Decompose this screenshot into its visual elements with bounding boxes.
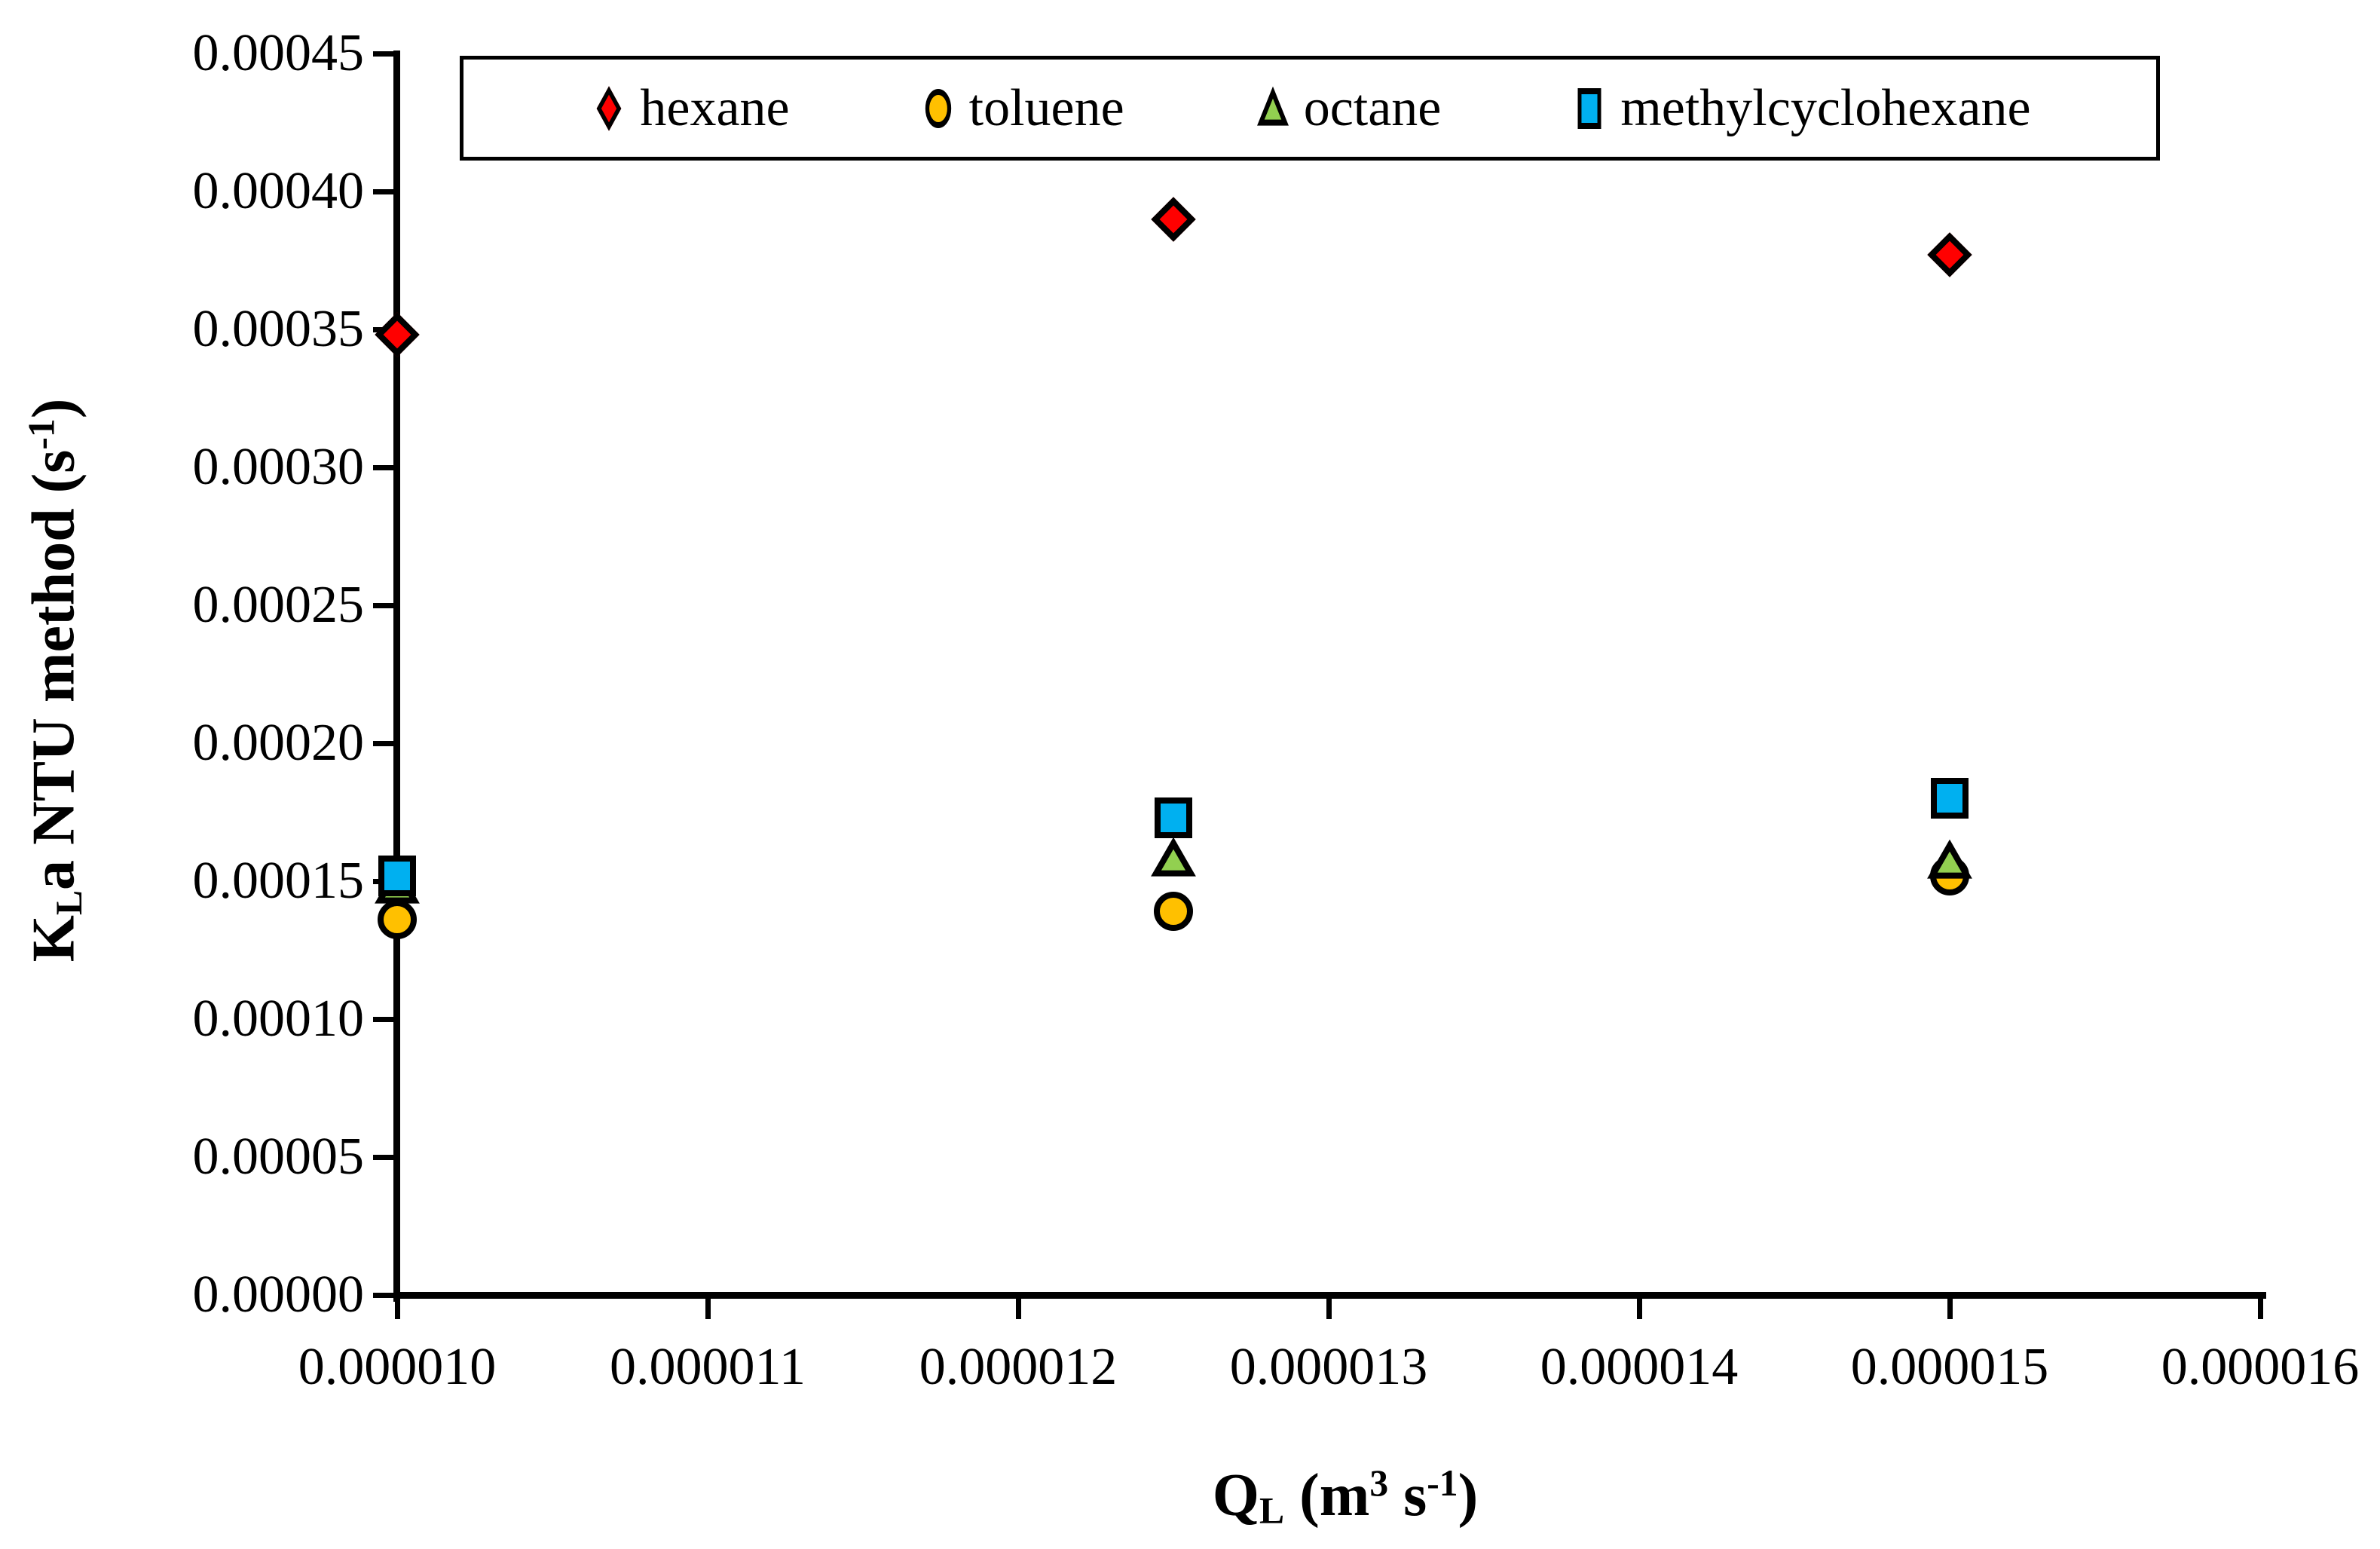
y-tick-mark bbox=[373, 741, 394, 746]
x-tick-mark bbox=[1326, 1299, 1332, 1319]
y-tick-label: 0.00030 bbox=[192, 438, 365, 496]
triangle-marker-icon bbox=[1256, 86, 1289, 126]
x-tick-label: 0.000015 bbox=[1850, 1338, 2049, 1396]
x-tick-label: 0.000014 bbox=[1540, 1338, 1739, 1396]
legend-label: methylcyclohexane bbox=[1620, 78, 2031, 137]
x-tick-mark bbox=[1947, 1299, 1953, 1319]
hexane-point bbox=[1927, 232, 1972, 277]
y-tick-label: 0.00015 bbox=[192, 852, 365, 910]
y-tick-label: 0.00025 bbox=[192, 576, 365, 634]
y-tick-label: 0.00040 bbox=[192, 162, 365, 220]
y-tick-mark bbox=[373, 1017, 394, 1022]
title-text: ) bbox=[20, 398, 87, 419]
x-tick-label: 0.000011 bbox=[610, 1338, 806, 1396]
y-tick-label: 0.00020 bbox=[192, 714, 365, 772]
y-tick-mark bbox=[373, 603, 394, 608]
x-tick-mark bbox=[1637, 1299, 1642, 1319]
diamond-marker-icon bbox=[597, 85, 622, 131]
y-tick-label: 0.00035 bbox=[192, 300, 365, 358]
title-sup-text: 3 bbox=[1369, 1462, 1389, 1504]
x-tick-label: 0.000010 bbox=[298, 1338, 497, 1396]
circle-marker-icon bbox=[918, 85, 959, 132]
x-tick-label: 0.000016 bbox=[2161, 1338, 2360, 1396]
x-axis-title: QL (m3 s-1) bbox=[893, 1447, 1797, 1532]
diamond-marker-icon bbox=[589, 85, 629, 132]
legend-entry-toluene: toluene bbox=[918, 78, 1124, 139]
legend-entry-octane: octane bbox=[1253, 78, 1442, 139]
y-axis-title: KLa NTU method (s-1) bbox=[6, 228, 90, 1133]
y-tick-mark bbox=[373, 1155, 394, 1160]
y-tick-label: 0.00000 bbox=[192, 1266, 365, 1324]
y-tick-mark bbox=[373, 51, 394, 57]
octane-point bbox=[1927, 840, 1972, 880]
legend-label: hexane bbox=[640, 78, 790, 137]
y-tick-mark bbox=[373, 1293, 394, 1298]
y-tick-label: 0.00005 bbox=[192, 1128, 365, 1186]
title-text: Q bbox=[1212, 1462, 1259, 1529]
octane-point bbox=[1151, 837, 1196, 877]
title-text: K bbox=[20, 915, 87, 963]
circle-marker-icon bbox=[925, 88, 951, 128]
title-text: a NTU method (s bbox=[20, 449, 87, 891]
methylcyclohexane-point bbox=[1931, 778, 1969, 819]
title-sup-text: -1 bbox=[1427, 1462, 1458, 1504]
hexane-point bbox=[1151, 196, 1196, 242]
methylcyclohexane-point bbox=[1155, 797, 1192, 838]
title-sub-text: L bbox=[48, 890, 90, 916]
legend-label: toluene bbox=[968, 78, 1124, 137]
legend-entry-methylcyclohexane: methylcyclohexane bbox=[1569, 78, 2031, 139]
y-tick-mark bbox=[373, 465, 394, 470]
square-marker-icon bbox=[1577, 87, 1601, 129]
title-text: s bbox=[1388, 1462, 1427, 1529]
title-text: ) bbox=[1458, 1462, 1479, 1529]
x-tick-mark bbox=[2258, 1299, 2263, 1319]
x-tick-mark bbox=[1016, 1299, 1021, 1319]
x-tick-label: 0.000012 bbox=[919, 1338, 1118, 1396]
y-tick-label: 0.00010 bbox=[192, 990, 365, 1048]
x-tick-mark bbox=[395, 1299, 400, 1319]
x-tick-label: 0.000013 bbox=[1229, 1338, 1428, 1396]
legend-label: octane bbox=[1303, 78, 1442, 137]
square-marker-icon bbox=[1569, 85, 1610, 132]
y-tick-mark bbox=[373, 189, 394, 194]
title-sup-text: -1 bbox=[20, 418, 63, 450]
legend-entry-hexane: hexane bbox=[589, 78, 790, 139]
y-tick-label: 0.00045 bbox=[192, 24, 365, 82]
triangle-marker-icon bbox=[1253, 85, 1293, 132]
legend: hexane toluene octane methylcyclohexane bbox=[460, 56, 2160, 161]
x-tick-mark bbox=[705, 1299, 711, 1319]
methylcyclohexane-point bbox=[378, 855, 416, 896]
x-axis-line bbox=[393, 1292, 2266, 1299]
toluene-point bbox=[1154, 892, 1193, 932]
title-text: (m bbox=[1284, 1462, 1370, 1529]
hexane-point bbox=[375, 312, 420, 358]
title-sub-text: L bbox=[1259, 1489, 1285, 1532]
y-axis-line bbox=[393, 51, 400, 1302]
